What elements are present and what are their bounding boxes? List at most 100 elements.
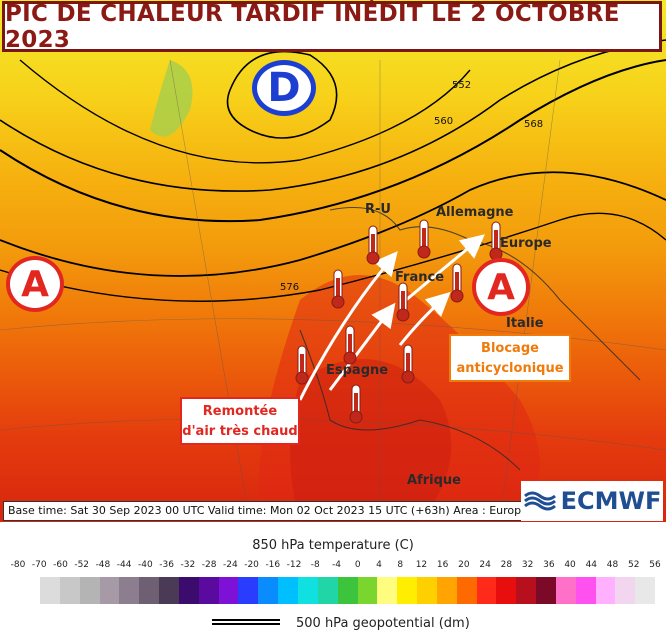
legend-tick-label: -70 (31, 560, 47, 570)
ecmwf-logo-text: ECMWF (560, 487, 662, 515)
legend-tick-label: 40 (564, 560, 576, 570)
legend-tick-label: -8 (310, 560, 320, 570)
callout-warm-line-2: d'air très chaud (182, 424, 298, 439)
geopotential-line-swatch (212, 619, 280, 625)
legend-tick-label: 56 (649, 560, 661, 570)
place-label-africa: Afrique (407, 473, 461, 488)
place-label-europe: Europe (500, 236, 552, 251)
anticyclone-letter-europe: A (487, 266, 515, 308)
legend-color-swatch (337, 577, 358, 604)
base-time-label: Base time: Sat 30 Sep 2023 00 UTC Valid … (3, 501, 533, 521)
legend-tick-label: -20 (244, 560, 259, 570)
legend-color-swatch (297, 577, 318, 604)
temperature-legend-title: 850 hPa temperature (C) (252, 538, 414, 553)
legend-color-swatch (159, 577, 179, 604)
legend-color-swatch (635, 577, 656, 604)
legend-tick-label: -4 (332, 560, 341, 570)
legend-tick-label: 32 (521, 560, 534, 570)
thermometer-icon (489, 221, 503, 261)
legend-color-swatch (496, 577, 517, 604)
legend-tick-label: 24 (479, 560, 491, 570)
geopotential-contour (0, 171, 666, 277)
thermometer-icon (396, 282, 410, 322)
legend-color-swatch (258, 577, 279, 604)
thermometer-icon (343, 325, 357, 365)
legend-color-swatch (178, 577, 199, 604)
cold-patch (150, 60, 193, 137)
callout-blocking: Blocage anticyclonique (449, 334, 571, 382)
legend-tick-label: 36 (543, 560, 555, 570)
legend-tick-label: -44 (116, 560, 132, 570)
legend-tick-label: 12 (415, 560, 428, 570)
legend-color-swatch (417, 577, 437, 604)
place-label-uk: R-U (365, 202, 391, 217)
thermometer-icon (450, 263, 464, 303)
legend-color-swatch (238, 577, 259, 604)
depression-letter: D (267, 65, 301, 111)
legend-color-swatch (139, 577, 160, 604)
legend-tick-label: 48 (606, 560, 619, 570)
legend-color-swatch (456, 577, 477, 604)
legend-color-swatch (377, 577, 398, 604)
hot-core (290, 359, 452, 522)
thermometer-icon (331, 269, 345, 309)
legend-color-swatch (198, 577, 219, 604)
legend-tick-label: 16 (436, 560, 449, 570)
geopotential-contour (0, 39, 666, 192)
legend-color-swatch (397, 577, 418, 604)
warm-air-arrow-icon (328, 302, 396, 391)
legend-tick-label: 0 (354, 560, 361, 570)
place-label-france: France (395, 270, 445, 285)
map-title: PIC DE CHALEUR TARDIF INÉDIT LE 2 OCTOBR… (5, 0, 620, 53)
legend-tick-label: -60 (53, 560, 68, 570)
legend-color-swatch (59, 577, 80, 604)
legend-tick-label: 4 (376, 560, 382, 570)
legend-tick-label: 28 (500, 560, 513, 570)
title-banner: PIC DE CHALEUR TARDIF INÉDIT LE 2 OCTOBR… (2, 0, 662, 53)
legend-color-swatch (99, 577, 120, 604)
legend-panel: 850 hPa temperature (C) -80 -70 -60 -52 -48-… (0, 522, 666, 642)
legend-tick-label: -24 (222, 560, 238, 570)
anticyclone-marker-west: A (6, 256, 64, 312)
legend-tick-label: -12 (286, 560, 302, 570)
geopotential-contour (0, 59, 666, 223)
place-label-spain: Espagne (326, 363, 389, 378)
very-hot-region (258, 275, 540, 522)
legend-color-swatch (357, 577, 378, 604)
legend-tick-label: 52 (628, 560, 640, 570)
legend-tick-label: -16 (265, 560, 281, 570)
thermometer-icon (417, 219, 431, 259)
callout-block-line-1: Blocage (481, 341, 539, 356)
map-overlay: 552 560 568 576 (0, 39, 666, 522)
legend-color-swatch (476, 577, 497, 604)
contour-label-568: 568 (524, 119, 543, 130)
geopotential-legend-label: 500 hPa geopotential (dm) (296, 616, 470, 631)
legend-color-swatch (218, 577, 239, 604)
legend-tick-label: 44 (585, 560, 598, 570)
legend-color-swatch (516, 577, 537, 604)
thermometer-icon (349, 384, 363, 424)
legend-color-swatch (119, 577, 140, 604)
contour-label-576: 576 (280, 282, 299, 293)
legend-color-swatch (278, 577, 298, 604)
depression-ring (226, 50, 338, 139)
callout-block-line-2: anticyclonique (456, 361, 564, 376)
temperature-color-scale (40, 577, 656, 604)
thermometer-icon (366, 225, 380, 265)
legend-color-swatch (40, 577, 60, 604)
legend-tick-label: -48 (95, 560, 111, 570)
temperature-map: 552 560 568 576 PIC DE CHALEUR TARDIF IN… (0, 0, 666, 522)
legend-tick-label: -32 (180, 560, 196, 570)
legend-color-swatch (595, 577, 616, 604)
contour-label-552: 552 (452, 80, 471, 91)
place-label-germany: Allemagne (436, 205, 514, 220)
geopotential-legend: 500 hPa geopotential (dm) (0, 616, 666, 632)
legend-color-swatch (536, 577, 556, 604)
temperature-legend-ticks: -80 -70 -60 -52 -48 -44 -40 -36 -32 -28 -24 -20 -16-… (0, 560, 666, 574)
legend-tick-label: -28 (201, 560, 217, 570)
geopotential-contour (19, 59, 471, 164)
thermometer-icon (401, 344, 415, 384)
warm-air-arrow-icon (298, 251, 398, 401)
legend-tick-label: 20 (458, 560, 470, 570)
place-label-italy: Italie (506, 316, 544, 331)
